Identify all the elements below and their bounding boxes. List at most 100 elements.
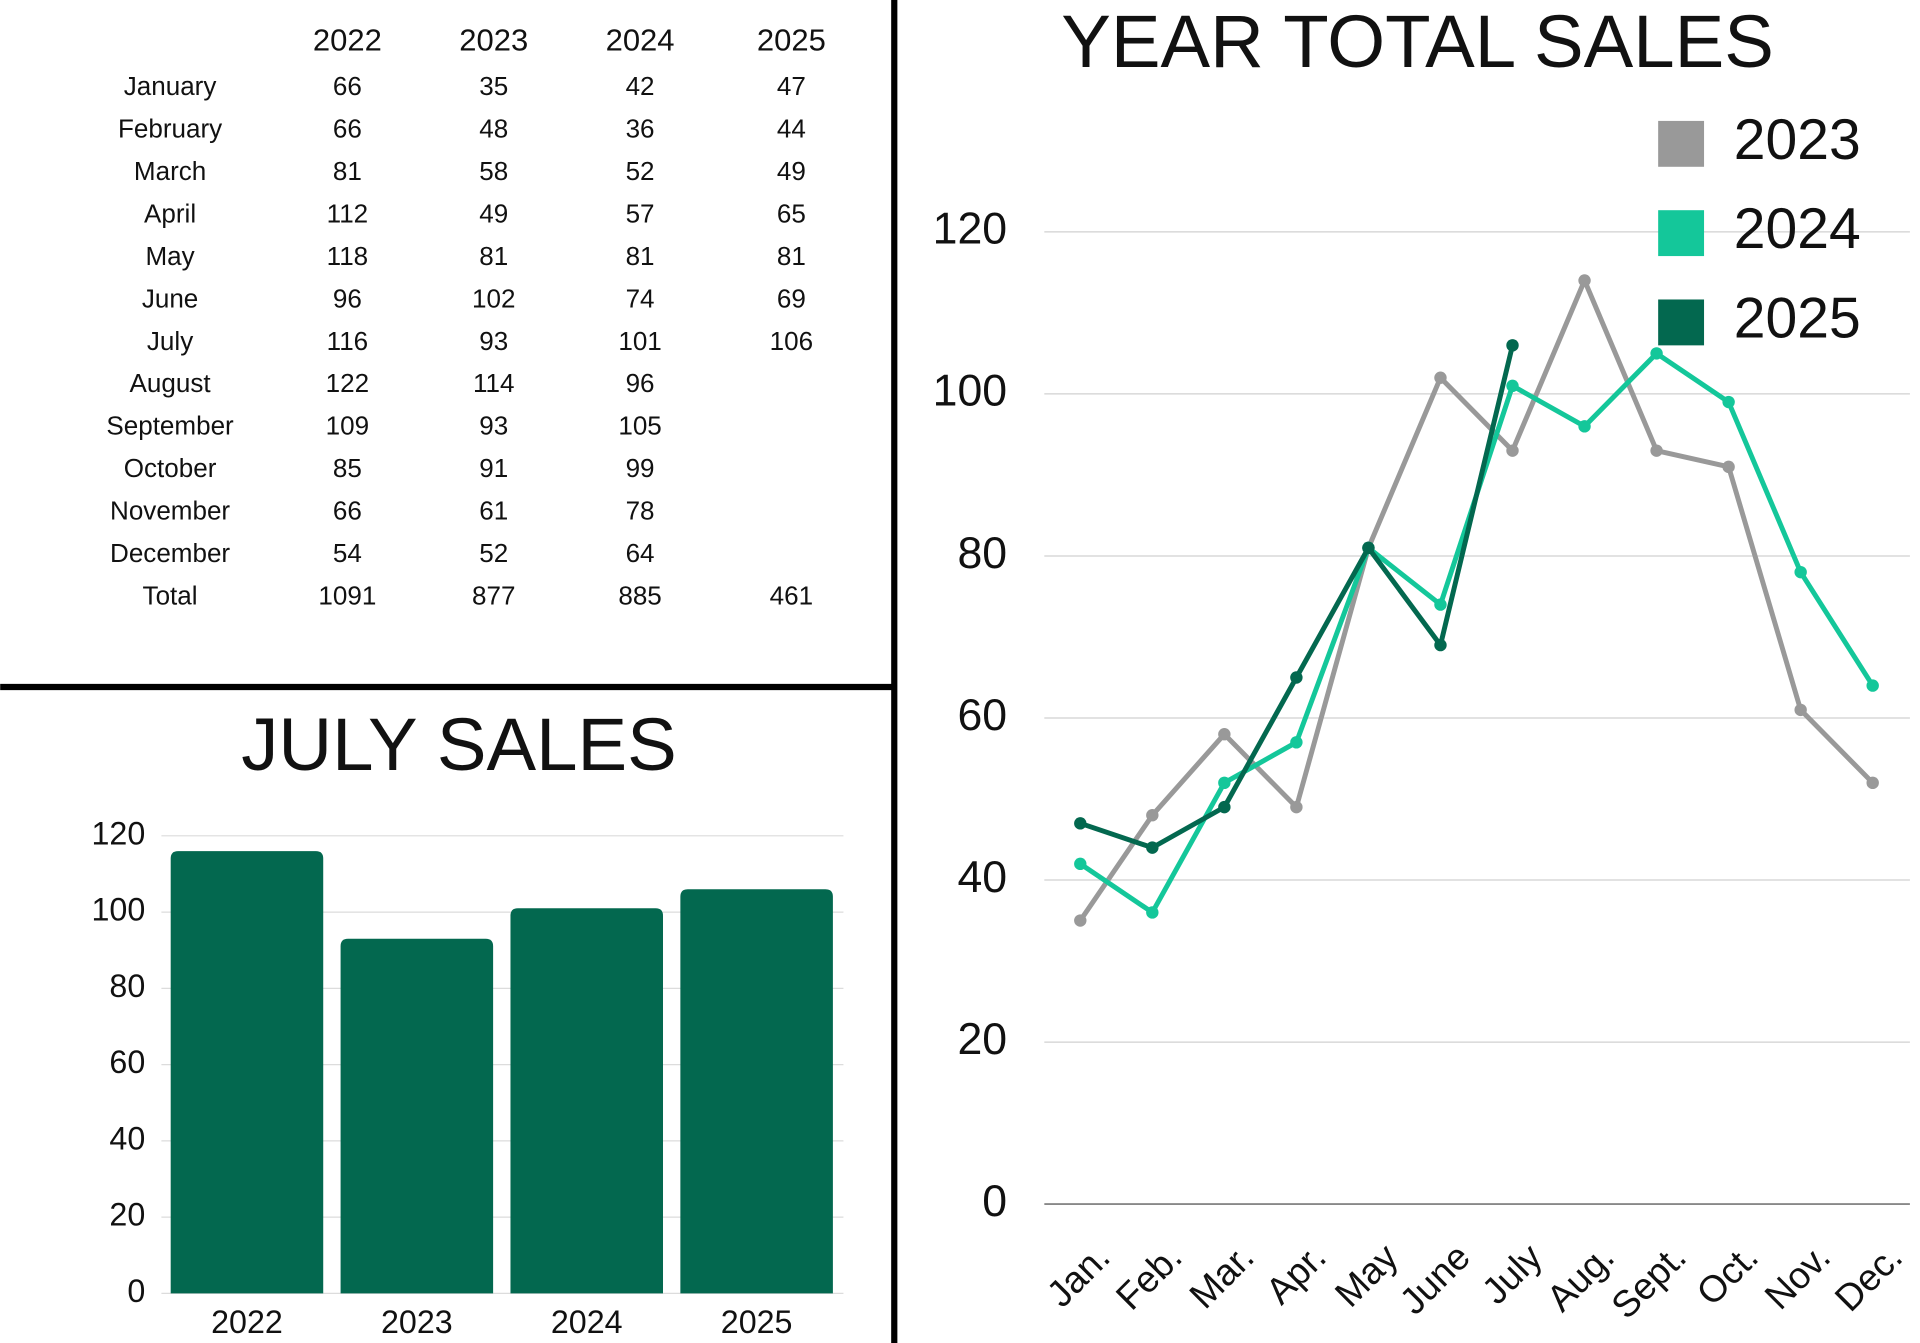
cell: 81: [479, 241, 508, 271]
point: [1434, 598, 1447, 611]
point: [1506, 379, 1519, 393]
legend-label: 2024: [1734, 197, 1861, 261]
row-label: January: [124, 71, 217, 101]
point: [1218, 800, 1231, 814]
cell: 1091: [318, 581, 376, 611]
row-label: October: [124, 453, 217, 483]
cell: 461: [770, 581, 813, 611]
cell: 64: [626, 538, 655, 568]
row-label: September: [106, 411, 234, 441]
row-label: August: [130, 368, 212, 398]
x-tick-label: 2022: [211, 1304, 283, 1340]
cell: 93: [479, 411, 508, 441]
point: [1506, 339, 1519, 352]
point: [1146, 809, 1159, 822]
cell: 102: [472, 283, 515, 313]
y-tick-label: 120: [933, 205, 1007, 254]
cell: 36: [626, 113, 655, 143]
point: [1578, 420, 1591, 433]
row-label: July: [147, 326, 193, 356]
y-tick-label: 20: [109, 1197, 145, 1233]
cell: 44: [777, 113, 806, 143]
point: [1362, 541, 1375, 555]
bar: [170, 851, 324, 1294]
cell: 96: [333, 283, 362, 313]
point: [1290, 800, 1303, 814]
cell: 118: [327, 241, 369, 271]
point: [1146, 906, 1159, 919]
point: [1866, 776, 1879, 790]
cell: 122: [326, 368, 369, 398]
line: [1078, 278, 1875, 922]
y-tick-label: 120: [91, 815, 145, 851]
point: [1434, 638, 1447, 652]
column-header: 2024: [606, 22, 675, 57]
cell: 58: [479, 156, 508, 186]
cell: 69: [777, 283, 806, 313]
cell: 81: [626, 241, 655, 271]
point: [1218, 776, 1231, 790]
y-tick-label: 60: [109, 1044, 145, 1080]
legend-label: 2023: [1734, 108, 1861, 172]
point: [1506, 444, 1519, 457]
y-tick-label: 20: [957, 1015, 1007, 1064]
row-label: March: [134, 156, 206, 186]
point: [1290, 671, 1303, 684]
cell: 66: [333, 71, 362, 101]
cell: 116: [327, 326, 369, 356]
cell: 74: [626, 283, 655, 313]
cell: 885: [618, 581, 661, 611]
point: [1074, 857, 1087, 871]
point: [1794, 703, 1807, 717]
cell: 52: [479, 538, 508, 568]
cell: 57: [626, 198, 655, 228]
point: [1074, 817, 1087, 830]
x-tick-label: 2023: [381, 1304, 453, 1340]
legend-swatch: [1658, 210, 1705, 257]
point: [1650, 347, 1663, 360]
cell: 106: [770, 326, 813, 356]
cell: 78: [626, 496, 655, 526]
row-label: February: [118, 113, 222, 143]
y-tick-label: 60: [957, 691, 1007, 740]
point: [1866, 679, 1879, 692]
cell: 49: [479, 198, 508, 228]
cell: 93: [479, 326, 508, 356]
cell: 65: [777, 198, 806, 228]
y-tick-label: 80: [957, 529, 1007, 578]
row-label: November: [110, 496, 230, 526]
cell: 35: [479, 71, 508, 101]
cell: 109: [326, 411, 369, 441]
row-label: April: [144, 198, 196, 228]
chart-title: JULY SALES: [241, 703, 677, 786]
point: [1794, 565, 1807, 579]
cell: 112: [327, 198, 369, 228]
cell: 96: [626, 368, 655, 398]
legend-label: 2025: [1734, 286, 1861, 350]
legend-swatch: [1658, 299, 1705, 346]
cell: 101: [618, 326, 661, 356]
column-header: 2025: [757, 22, 826, 57]
point: [1218, 728, 1231, 741]
legend-swatch: [1658, 120, 1705, 167]
y-tick-label: 80: [109, 968, 145, 1004]
y-tick-label: 100: [933, 367, 1007, 416]
y-tick-label: 40: [109, 1120, 145, 1156]
y-tick-label: 0: [982, 1177, 1007, 1226]
point: [1146, 841, 1159, 854]
point: [1722, 395, 1735, 409]
cell: 114: [473, 368, 515, 398]
point: [1434, 371, 1447, 384]
cell: 48: [479, 113, 508, 143]
cell: 47: [777, 71, 806, 101]
cell: 105: [618, 411, 661, 441]
chart-title: YEAR TOTAL SALES: [1061, 0, 1774, 83]
y-tick-label: 100: [91, 892, 145, 928]
point: [1290, 736, 1303, 749]
y-tick-label: 40: [957, 853, 1007, 902]
cell: 91: [479, 453, 508, 483]
cell: 81: [777, 241, 806, 271]
x-tick-label: 2025: [721, 1304, 793, 1340]
point: [1722, 460, 1735, 474]
